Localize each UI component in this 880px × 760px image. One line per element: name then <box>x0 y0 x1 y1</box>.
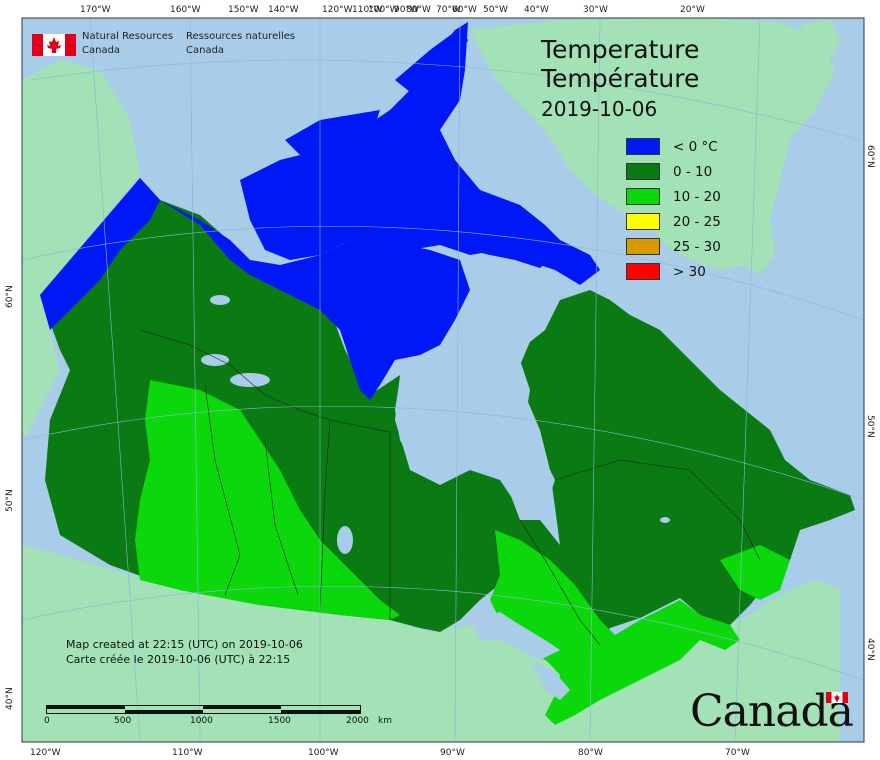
legend-label: > 30 <box>673 263 706 280</box>
lon-label: 100°W <box>308 748 339 758</box>
top-longitude-labels: 170°W 160°W 150°W 140°W 120°W 110°W 100°… <box>80 5 705 15</box>
bottom-longitude-labels: 120°W 110°W 100°W 90°W 80°W 70°W <box>30 748 750 758</box>
lon-label: 40°W <box>524 5 549 15</box>
map-title-french: Température <box>541 64 700 93</box>
org-french-line2: Canada <box>186 45 225 56</box>
lon-label: 80°W <box>578 748 603 758</box>
lon-label: 120°W <box>30 748 61 758</box>
region-10-20-east <box>490 530 740 725</box>
lat-label: 40°N <box>5 687 15 710</box>
legend-item: < 0 °C <box>626 134 721 159</box>
lat-label: 60°N <box>865 145 875 168</box>
lon-label: 70°W <box>436 5 461 15</box>
legend-label: 25 - 30 <box>673 238 721 255</box>
legend-item: 20 - 25 <box>626 209 721 234</box>
legend-label: 10 - 20 <box>673 188 721 205</box>
organization-english: Natural Resources Canada <box>82 30 173 58</box>
legend-swatch <box>626 188 660 205</box>
scale-label: 500 <box>114 716 132 726</box>
lon-label: 30°W <box>583 5 608 15</box>
lon-label: 60°W <box>452 5 477 15</box>
map-title-english: Temperature <box>541 35 700 64</box>
usa-land <box>22 545 840 742</box>
scale-bar <box>46 705 361 714</box>
lon-label: 90°W <box>394 5 419 15</box>
lon-label: 110°W <box>352 5 383 15</box>
region-10-20-west <box>135 380 400 620</box>
map-date: 2019-10-06 <box>541 97 658 121</box>
lon-label: 80°W <box>406 5 431 15</box>
lon-label: 20°W <box>680 5 705 15</box>
alaska <box>22 60 140 440</box>
lon-label: 150°W <box>228 5 259 15</box>
lat-label: 50°N <box>865 415 875 438</box>
legend-item: > 30 <box>626 259 721 284</box>
lat-label: 40°N <box>865 638 875 661</box>
legend-item: 25 - 30 <box>626 234 721 259</box>
credit-english: Map created at 22:15 (UTC) on 2019-10-06 <box>66 638 303 651</box>
org-english-line1: Natural Resources <box>82 31 174 42</box>
scale-unit: km <box>378 716 392 726</box>
legend-label: 0 - 10 <box>673 163 713 180</box>
legend-swatch <box>626 263 660 280</box>
great-lakes <box>470 612 560 660</box>
lon-label: 170°W <box>80 5 111 15</box>
wordmark-flag-icon <box>826 692 848 703</box>
lon-label: 160°W <box>170 5 201 15</box>
credit-french: Carte créée le 2019-10-06 (UTC) à 22:15 <box>66 653 291 666</box>
lat-label: 50°N <box>5 489 15 512</box>
lon-label: 120°W <box>322 5 353 15</box>
legend-item: 10 - 20 <box>626 184 721 209</box>
scale-label: 1000 <box>190 716 213 726</box>
map-credit: Map created at 22:15 (UTC) on 2019-10-06… <box>66 637 303 667</box>
canada-flag-icon <box>32 34 76 56</box>
legend-swatch <box>626 213 660 230</box>
lon-label: 90°W <box>440 748 465 758</box>
lon-label: 110°W <box>172 748 203 758</box>
legend-item: 0 - 10 <box>626 159 721 184</box>
org-english-line2: Canada <box>82 45 121 56</box>
right-latitude-labels: 60°N 50°N 40°N <box>865 145 875 661</box>
region-below-zero-west <box>40 178 470 400</box>
left-latitude-labels: 60°N 50°N 40°N <box>5 285 15 710</box>
lon-label: 140°W <box>268 5 299 15</box>
org-french-line1: Ressources naturelles <box>186 31 296 42</box>
scale-label: 1500 <box>268 716 291 726</box>
graticule <box>21 17 865 743</box>
lon-label: 100°W <box>368 5 399 15</box>
provincial-boundaries <box>139 329 761 646</box>
scale-label: 0 <box>44 716 50 726</box>
hudson-bay <box>395 345 555 510</box>
legend-swatch <box>626 238 660 255</box>
legend-swatch <box>626 163 660 180</box>
legend: < 0 °C 0 - 10 10 - 20 20 - 25 25 - 30 > 30 <box>626 134 721 284</box>
scale-label: 2000 <box>346 716 369 726</box>
lon-label: 70°W <box>725 748 750 758</box>
legend-label: < 0 °C <box>673 138 718 155</box>
lat-label: 60°N <box>5 285 15 308</box>
lon-label: 50°W <box>483 5 508 15</box>
legend-label: 20 - 25 <box>673 213 721 230</box>
legend-swatch <box>626 138 660 155</box>
organization-french: Ressources naturelles Canada <box>186 30 295 58</box>
